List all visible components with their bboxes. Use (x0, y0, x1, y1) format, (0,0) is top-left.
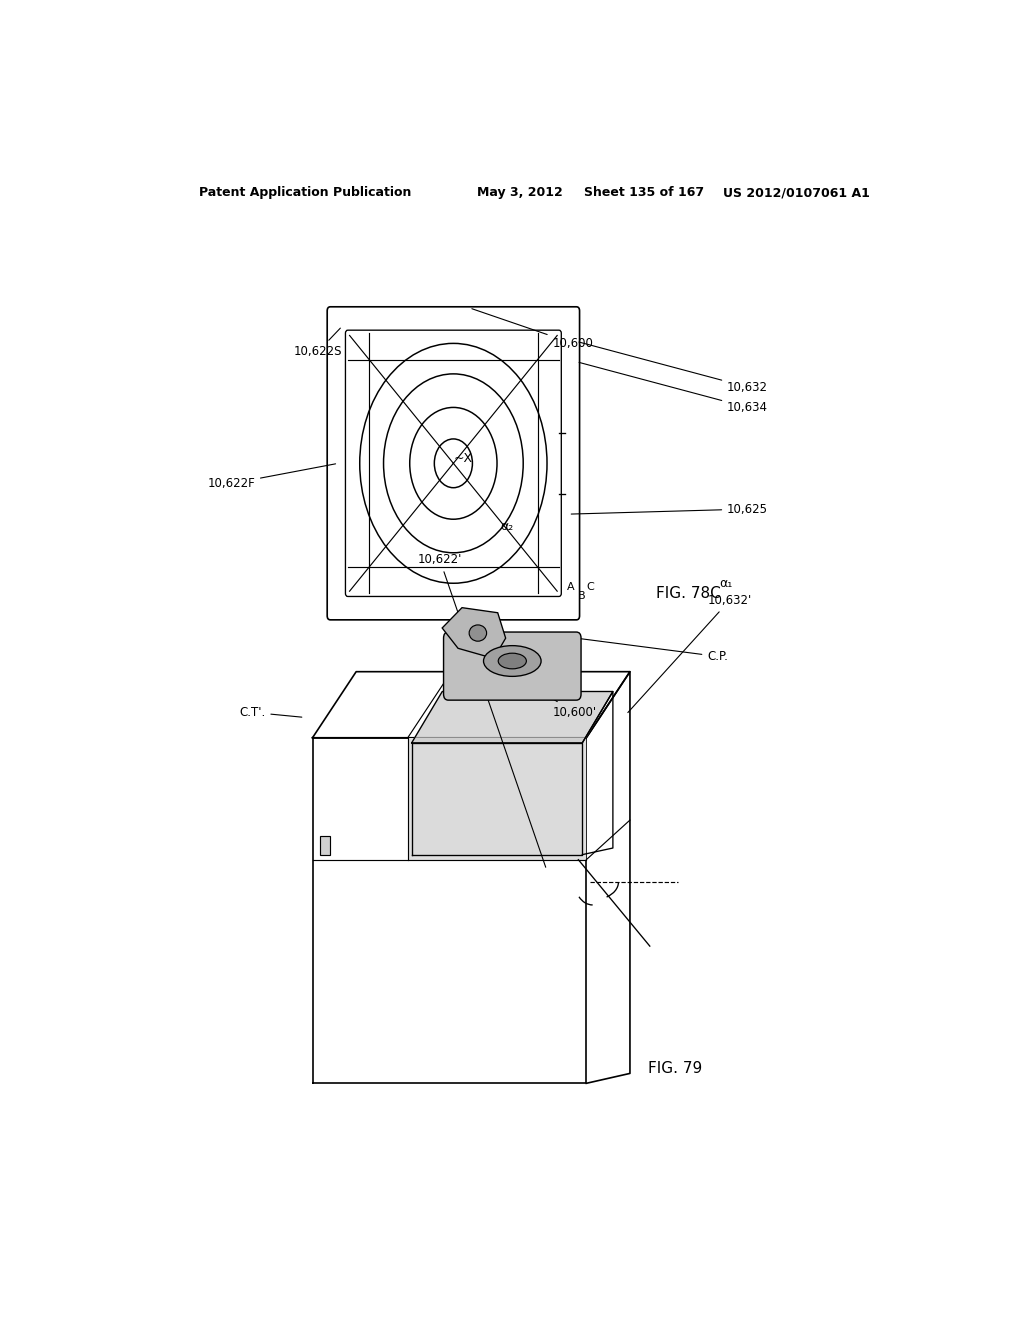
Bar (321, 837, 330, 854)
Text: 10,622F: 10,622F (207, 463, 336, 490)
Text: C.P.: C.P. (579, 639, 728, 663)
Text: 10,622': 10,622' (418, 553, 546, 867)
Text: 10,625: 10,625 (571, 503, 768, 516)
Text: Patent Application Publication: Patent Application Publication (200, 186, 412, 199)
Text: FIG. 78C: FIG. 78C (655, 586, 721, 601)
Polygon shape (412, 692, 613, 743)
Text: May 3, 2012: May 3, 2012 (477, 186, 563, 199)
Polygon shape (442, 607, 506, 659)
Polygon shape (412, 743, 583, 854)
Text: α₁: α₁ (719, 577, 732, 590)
Text: 10,600: 10,600 (472, 309, 594, 350)
Ellipse shape (483, 645, 541, 676)
Polygon shape (408, 738, 587, 859)
Text: 10,600': 10,600' (492, 661, 597, 719)
Text: Sheet 135 of 167: Sheet 135 of 167 (585, 186, 705, 199)
Text: 10,634: 10,634 (579, 363, 768, 414)
Text: C.T'.: C.T'. (240, 706, 302, 719)
Text: FIG. 79: FIG. 79 (648, 1060, 702, 1076)
FancyBboxPatch shape (443, 632, 581, 700)
Text: ~X: ~X (454, 451, 472, 465)
Text: US 2012/0107061 A1: US 2012/0107061 A1 (723, 186, 870, 199)
Text: α₂: α₂ (501, 520, 514, 533)
Text: B: B (579, 591, 586, 602)
Text: C: C (587, 582, 595, 593)
Text: A: A (567, 582, 574, 593)
Text: 10,632': 10,632' (628, 594, 752, 713)
Ellipse shape (499, 653, 526, 669)
Ellipse shape (469, 624, 486, 642)
Text: 10,622S: 10,622S (294, 329, 342, 358)
Text: 10,632: 10,632 (579, 342, 768, 393)
